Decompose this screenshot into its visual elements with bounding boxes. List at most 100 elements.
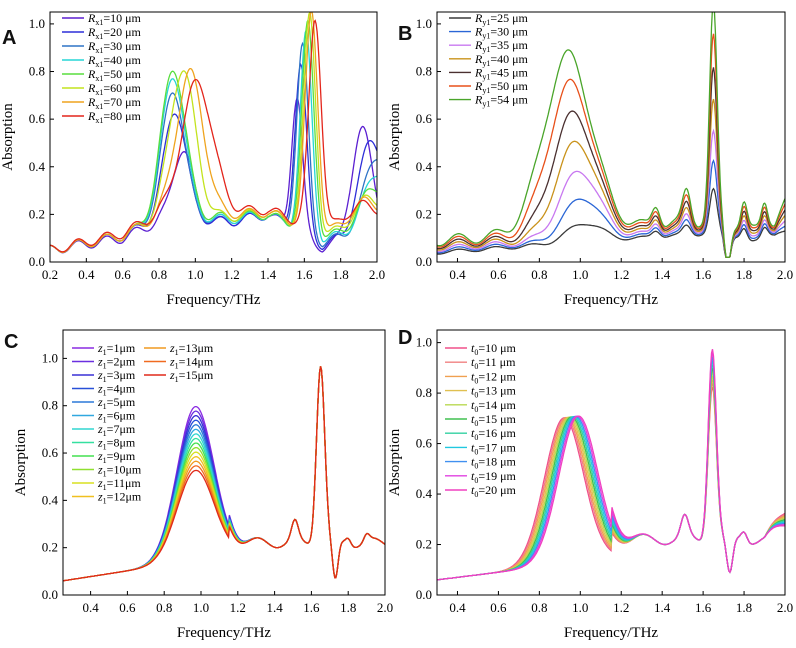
x-tick-label: 1.4 (260, 267, 277, 282)
x-tick-label: 1.0 (193, 600, 209, 615)
x-tick-label: 0.4 (78, 267, 95, 282)
legend-label: Rx1=70 μm (87, 95, 142, 111)
x-tick-label: 1.4 (266, 600, 283, 615)
legend-label: Rx1=10 μm (87, 11, 142, 27)
x-tick-label: 0.6 (119, 600, 136, 615)
series-line (63, 366, 385, 582)
legend-label: z1=8μm (97, 436, 136, 452)
plot-frame (62, 329, 386, 596)
legend-label: t0=13 μm (471, 384, 517, 400)
y-tick-label: 0.6 (29, 111, 46, 126)
x-tick-label: 1.8 (333, 267, 349, 282)
legend-label: Rx1=50 μm (87, 67, 142, 83)
legend-label: t0=15 μm (471, 412, 517, 428)
plot-frame (436, 329, 786, 596)
x-tick-label: 2.0 (377, 600, 393, 615)
legend-label: t0=19 μm (471, 469, 517, 485)
y-tick-label: 0.8 (29, 64, 45, 79)
legend-label: Ry1=50 μm (474, 79, 529, 95)
x-tick-label: 2.0 (777, 600, 793, 615)
panel-letter: A (2, 27, 16, 49)
y-axis-title: Absorption (0, 103, 16, 171)
legend-label: z1=14μm (169, 355, 214, 371)
panel-D: D 0.4 0.6 0.8 1.0 1.2 1.4 1.6 1.8 2.0 0.0 0.2 0.4 0.6… (387, 327, 793, 641)
x-tick-label: 0.8 (156, 600, 172, 615)
series-line (437, 67, 785, 258)
y-tick-label: 0.8 (416, 385, 432, 400)
x-axis-title: Frequency/THz (564, 625, 658, 641)
plot-frame (436, 11, 786, 263)
legend-label: t0=17 μm (471, 440, 517, 456)
panel-C: C 0.4 0.6 0.8 1.0 1.2 1.4 1.6 1.8 2.0 0.0 0.2 0.4 0.6… (4, 329, 393, 641)
y-tick-label: 0.8 (42, 398, 58, 413)
legend-label: z1=6μm (97, 409, 136, 425)
x-tick-label: 1.2 (230, 600, 246, 615)
legend-label: z1=1μm (97, 341, 136, 357)
legend-label: Rx1=80 μm (87, 109, 142, 125)
x-tick-label: 0.6 (490, 600, 507, 615)
legend-label: t0=18 μm (471, 455, 517, 471)
y-tick-label: 0.0 (42, 587, 58, 602)
x-tick-label: 0.4 (449, 600, 466, 615)
panel-A: A0.2 0.4 0.6 0.8 1.0 1.2 1.4 1.6 1.8 2.00.00.20.4… (0, 11, 385, 308)
legend-label: z1=5μm (97, 395, 136, 411)
x-tick-label: 1.6 (303, 600, 320, 615)
y-tick-label: 0.4 (29, 159, 46, 174)
x-tick-label: 0.4 (449, 267, 466, 282)
x-tick-label: 1.8 (340, 600, 356, 615)
series-line (437, 349, 785, 581)
x-tick-label: 1.0 (187, 267, 203, 282)
x-axis-title: Frequency/THz (177, 625, 271, 641)
x-tick-label: 0.8 (531, 267, 547, 282)
x-tick-label: 2.0 (369, 267, 385, 282)
y-tick-label: 0.6 (416, 111, 433, 126)
y-tick-label: 1.0 (42, 350, 58, 365)
legend-label: t0=12 μm (471, 369, 517, 385)
x-tick-label: 0.6 (490, 267, 507, 282)
series-group (437, 349, 785, 581)
x-tick-label: 1.4 (654, 600, 671, 615)
y-tick-label: 0.0 (416, 587, 432, 602)
y-tick-label: 0.6 (416, 436, 433, 451)
y-tick-label: 0.2 (29, 206, 45, 221)
legend-label: t0=20 μm (471, 483, 517, 499)
x-tick-label: 0.8 (151, 267, 167, 282)
plot-frame (49, 11, 378, 263)
legend-label: z1=15μm (169, 368, 214, 384)
x-tick-label: 1.0 (572, 600, 588, 615)
legend-label: z1=2μm (97, 355, 136, 371)
x-axis-title: Frequency/THz (166, 292, 260, 308)
legend-label: Ry1=54 μm (474, 93, 529, 109)
y-tick-label: 0.4 (416, 486, 433, 501)
legend-label: Rx1=20 μm (87, 25, 142, 41)
legend: z1=1μmz1=2μmz1=3μmz1=4μmz1=5μmz1=6μmz1=7… (72, 341, 214, 506)
x-tick-label: 1.2 (613, 267, 629, 282)
y-tick-label: 1.0 (29, 16, 45, 31)
legend-label: t0=11 μm (471, 355, 516, 371)
legend-label: Rx1=40 μm (87, 53, 142, 69)
legend-label: t0=10 μm (471, 341, 517, 357)
x-tick-label: 1.6 (296, 267, 313, 282)
legend-label: z1=4μm (97, 382, 136, 398)
series-line (437, 12, 785, 258)
x-tick-label: 1.8 (736, 600, 752, 615)
x-tick-label: 0.2 (42, 267, 58, 282)
y-axis-title: Absorption (387, 428, 403, 496)
legend-label: z1=12μm (97, 490, 142, 506)
x-tick-label: 0.8 (531, 600, 547, 615)
series-line (50, 12, 377, 253)
legend-label: t0=16 μm (471, 426, 517, 442)
x-tick-label: 1.6 (695, 267, 712, 282)
y-tick-label: 0.0 (29, 254, 45, 269)
x-tick-label: 1.4 (654, 267, 671, 282)
x-tick-label: 1.0 (572, 267, 588, 282)
x-tick-label: 1.2 (224, 267, 240, 282)
legend-label: Ry1=25 μm (474, 11, 529, 27)
x-axis-title: Frequency/THz (564, 292, 658, 308)
y-axis-title: Absorption (387, 103, 403, 171)
legend-label: z1=11μm (97, 476, 141, 492)
x-tick-label: 0.6 (115, 267, 132, 282)
legend-label: z1=7μm (97, 422, 136, 438)
